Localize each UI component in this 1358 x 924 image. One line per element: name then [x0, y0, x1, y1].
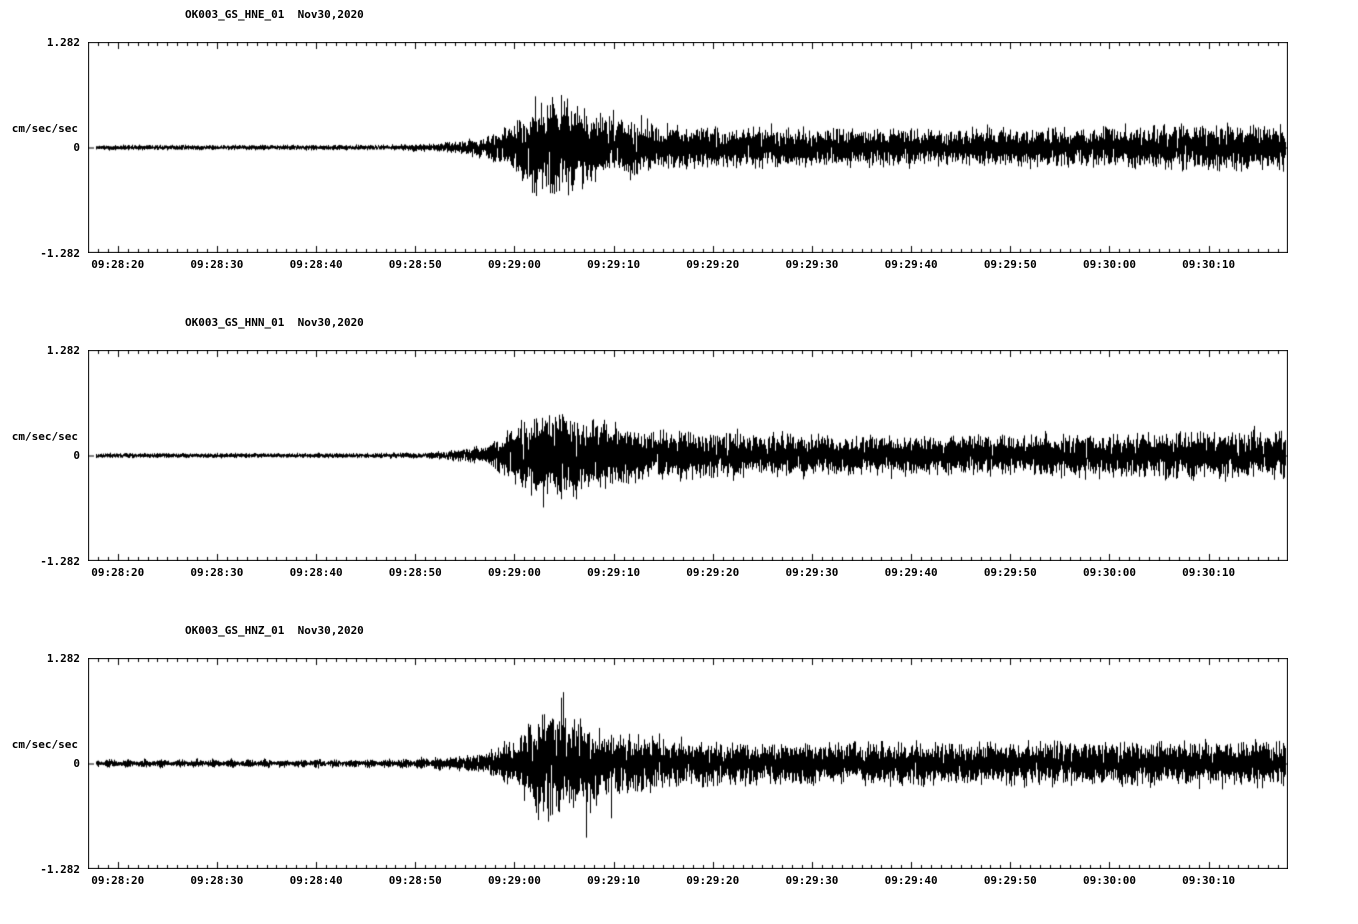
- x-tick-label: 09:29:50: [983, 258, 1037, 271]
- x-tick-label: 09:29:30: [785, 258, 839, 271]
- chart-title: OK003_GS_HNE_01 Nov30,2020: [185, 8, 364, 21]
- x-tick-label: 09:29:50: [983, 874, 1037, 887]
- x-tick-label: 09:29:10: [587, 566, 641, 579]
- x-tick-label: 09:28:40: [289, 258, 343, 271]
- x-tick-label: 09:29:30: [785, 566, 839, 579]
- x-tick-label: 09:30:10: [1182, 566, 1236, 579]
- x-tick-label: 09:29:10: [587, 874, 641, 887]
- x-tick-label: 09:28:40: [289, 566, 343, 579]
- chart-title: OK003_GS_HNN_01 Nov30,2020: [185, 316, 364, 329]
- x-tick-label: 09:28:50: [388, 566, 442, 579]
- x-tick-label: 09:30:00: [1082, 258, 1136, 271]
- x-axis-labels: 09:28:20 09:28:30 09:28:40 09:28:50 09:29:00…: [88, 874, 1288, 890]
- y-axis-units: cm/sec/sec: [11, 122, 78, 135]
- y-tick-min: -1.282: [40, 555, 80, 568]
- x-axis-labels: 09:28:20 09:28:30 09:28:40 09:28:50 09:29:00…: [88, 566, 1288, 582]
- y-tick-max: 1.282: [46, 36, 80, 49]
- x-tick-label: 09:30:10: [1182, 874, 1236, 887]
- x-tick-label: 09:28:30: [190, 874, 244, 887]
- x-tick-label: 09:28:20: [91, 258, 145, 271]
- x-tick-label: 09:30:00: [1082, 874, 1136, 887]
- y-tick-min: -1.282: [40, 247, 80, 260]
- x-tick-label: 09:29:20: [686, 258, 740, 271]
- seismogram-hnn: OK003_GS_HNN_01 Nov30,2020 1.282 cm/sec/…: [0, 308, 1358, 616]
- seismogram-hnz: OK003_GS_HNZ_01 Nov30,2020 1.282 cm/sec/…: [0, 616, 1358, 924]
- x-tick-label: 09:29:20: [686, 566, 740, 579]
- x-tick-label: 09:29:00: [487, 874, 541, 887]
- x-axis-labels: 09:28:20 09:28:30 09:28:40 09:28:50 09:29:00…: [88, 258, 1288, 274]
- y-tick-max: 1.282: [46, 652, 80, 665]
- x-tick-label: 09:28:20: [91, 874, 145, 887]
- y-tick-zero: 0: [73, 757, 80, 770]
- x-tick-label: 09:29:00: [487, 258, 541, 271]
- y-tick-max: 1.282: [46, 344, 80, 357]
- x-tick-label: 09:30:00: [1082, 566, 1136, 579]
- waveform-canvas: [88, 42, 1288, 253]
- y-axis-units: cm/sec/sec: [11, 430, 78, 443]
- y-axis-units: cm/sec/sec: [11, 738, 78, 751]
- x-tick-label: 09:29:10: [587, 258, 641, 271]
- y-tick-zero: 0: [73, 449, 80, 462]
- seismogram-hne: OK003_GS_HNE_01 Nov30,2020 1.282 cm/sec/…: [0, 0, 1358, 308]
- x-tick-label: 09:28:20: [91, 566, 145, 579]
- x-tick-label: 09:30:10: [1182, 258, 1236, 271]
- x-tick-label: 09:29:30: [785, 874, 839, 887]
- x-tick-label: 09:29:50: [983, 566, 1037, 579]
- x-tick-label: 09:29:00: [487, 566, 541, 579]
- y-tick-min: -1.282: [40, 863, 80, 876]
- chart-title: OK003_GS_HNZ_01 Nov30,2020: [185, 624, 364, 637]
- x-tick-label: 09:29:40: [884, 874, 938, 887]
- x-tick-label: 09:29:20: [686, 874, 740, 887]
- waveform-canvas: [88, 658, 1288, 869]
- x-tick-label: 09:28:40: [289, 874, 343, 887]
- x-tick-label: 09:28:50: [388, 258, 442, 271]
- y-tick-zero: 0: [73, 141, 80, 154]
- x-tick-label: 09:28:30: [190, 566, 244, 579]
- x-tick-label: 09:29:40: [884, 566, 938, 579]
- x-tick-label: 09:28:50: [388, 874, 442, 887]
- x-tick-label: 09:28:30: [190, 258, 244, 271]
- waveform-canvas: [88, 350, 1288, 561]
- x-tick-label: 09:29:40: [884, 258, 938, 271]
